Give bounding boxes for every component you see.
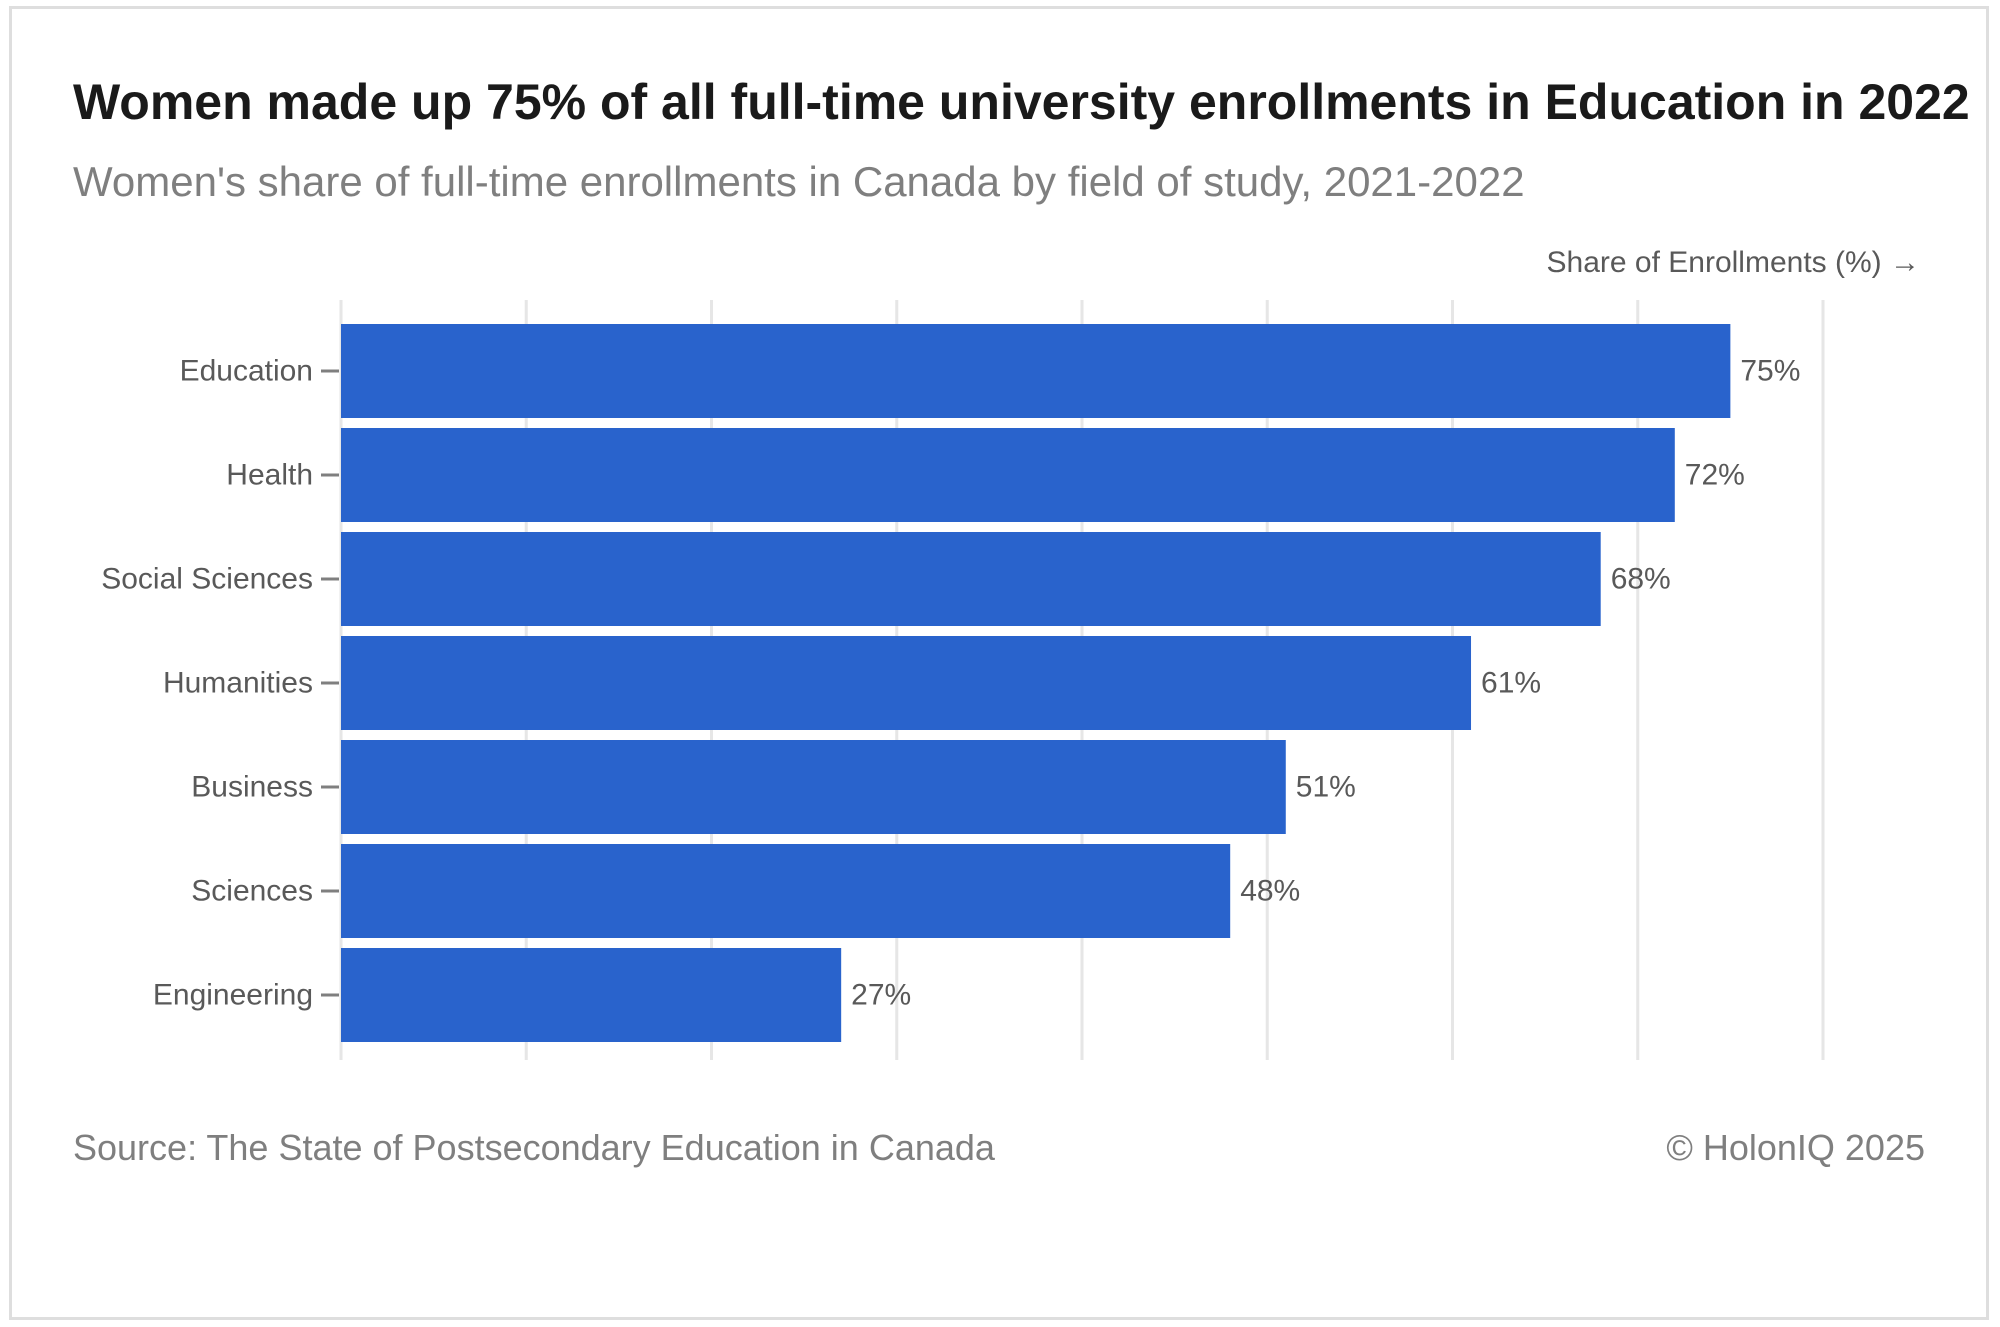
bar-social-sciences — [341, 532, 1601, 626]
data-label: 27% — [851, 979, 911, 1012]
bars — [341, 324, 1731, 1042]
chart-subtitle: Women's share of full-time enrollments i… — [73, 158, 1525, 205]
bar-business — [341, 740, 1286, 834]
data-label: 68% — [1611, 563, 1671, 596]
y-tick-label: Engineering — [153, 979, 313, 1012]
copyright-note: © HolonIQ 2025 — [1666, 1127, 1925, 1168]
data-label: 72% — [1685, 459, 1745, 492]
y-tick-label: Social Sciences — [101, 563, 313, 596]
data-label: 51% — [1296, 771, 1356, 804]
y-tick-label: Business — [191, 771, 313, 804]
chart-title: Women made up 75% of all full-time unive… — [73, 74, 1970, 130]
bar-humanities — [341, 636, 1472, 730]
bar-sciences — [341, 844, 1231, 938]
bar-engineering — [341, 948, 842, 1042]
source-note: Source: The State of Postsecondary Educa… — [73, 1127, 995, 1168]
x-axis-title: Share of Enrollments (%) → — [1547, 246, 1920, 279]
y-tick-label: Sciences — [191, 875, 313, 908]
labels: Education 75% Health 72% Social Sciences 68% H… — [101, 355, 1800, 1012]
y-tick-label: Humanities — [163, 667, 313, 700]
data-label: 75% — [1740, 355, 1800, 388]
y-tick-label: Education — [180, 355, 313, 388]
bar-education — [341, 324, 1731, 418]
bar-health — [341, 428, 1675, 522]
data-label: 48% — [1240, 875, 1300, 908]
y-tick-label: Health — [226, 459, 313, 492]
data-label: 61% — [1481, 667, 1541, 700]
